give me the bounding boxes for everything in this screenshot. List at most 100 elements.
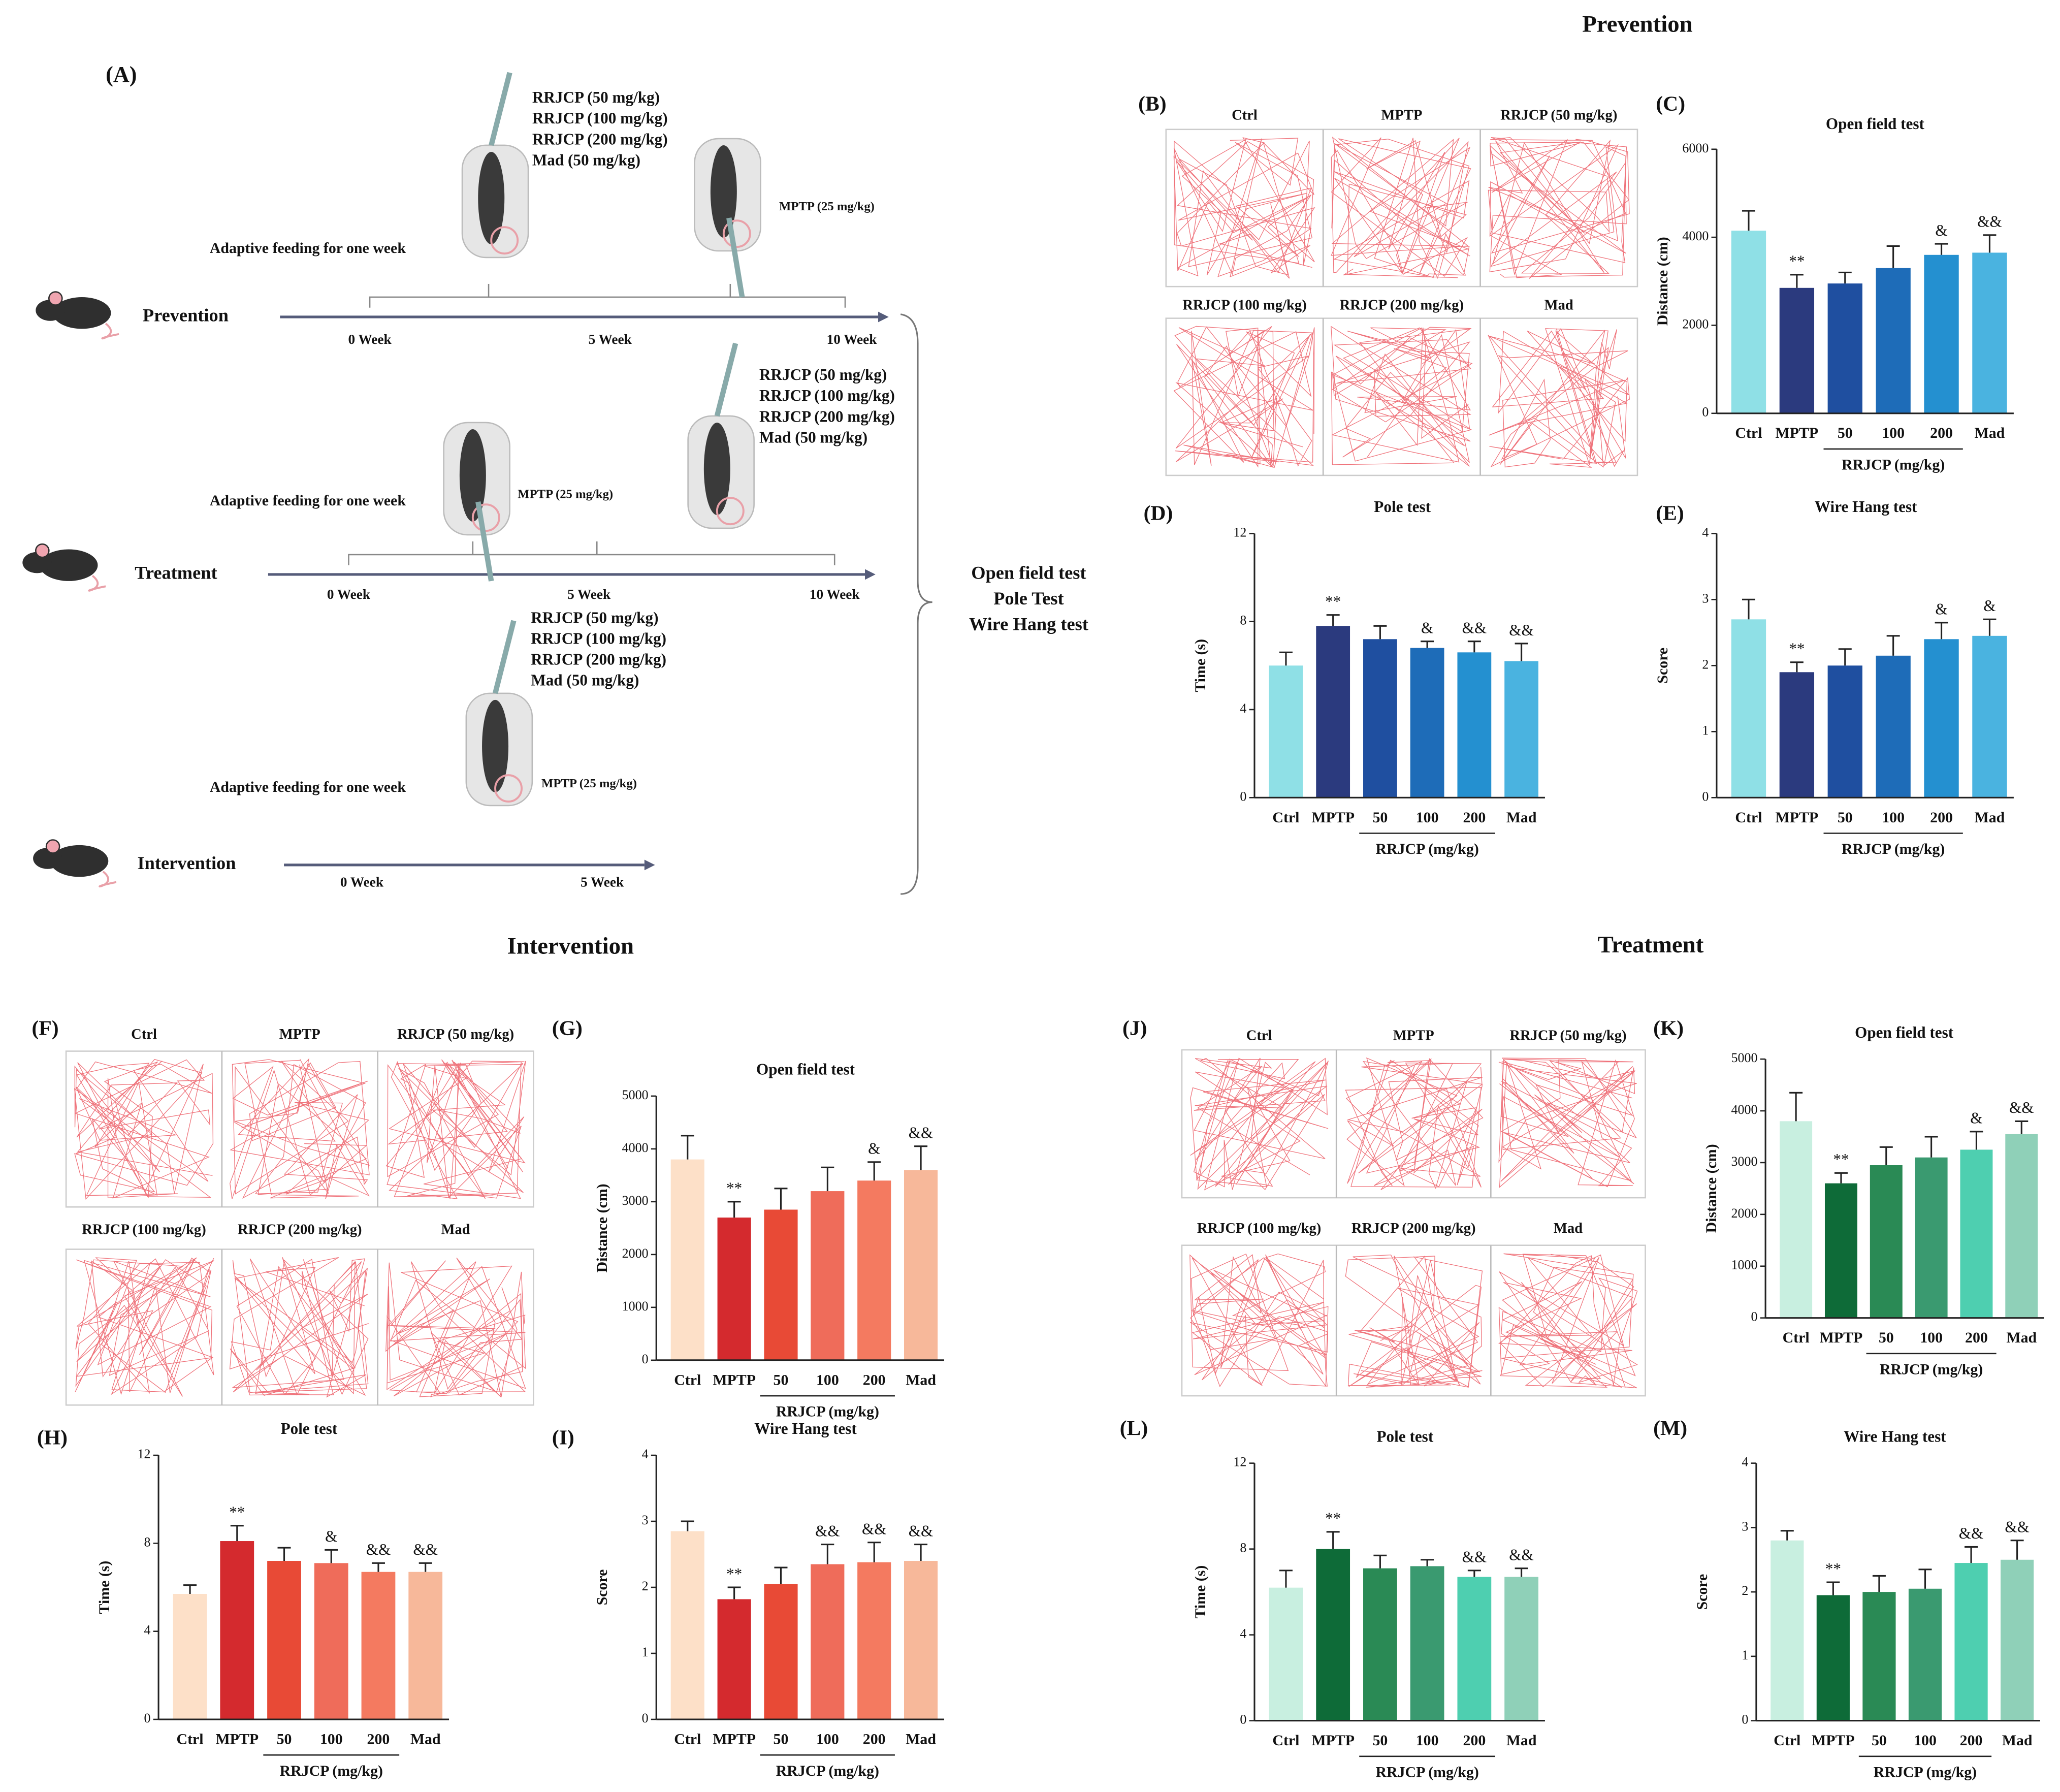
y-tick-label: 12 bbox=[1233, 525, 1246, 539]
y-tick-label: 1000 bbox=[1731, 1258, 1758, 1272]
significance: & bbox=[1935, 600, 1947, 618]
x-tick-label: 50 bbox=[1838, 425, 1853, 441]
x-tick-label: 200 bbox=[1463, 809, 1486, 826]
trace-path bbox=[230, 1058, 370, 1199]
mouse-ear bbox=[35, 543, 50, 558]
bar bbox=[173, 1594, 207, 1720]
x-tick-label: 200 bbox=[1965, 1329, 1988, 1346]
week-label: 5 Week bbox=[589, 332, 632, 347]
x-tick-label: 100 bbox=[1920, 1329, 1943, 1346]
week-label: 0 Week bbox=[348, 332, 392, 347]
trace-path bbox=[75, 1257, 214, 1397]
bar bbox=[1870, 1165, 1903, 1318]
y-tick-label: 4000 bbox=[1731, 1102, 1758, 1117]
group-label: RRJCP (mg/kg) bbox=[776, 1763, 879, 1779]
section-title: Treatment bbox=[1598, 932, 1704, 958]
x-tick-label: 50 bbox=[1372, 1732, 1388, 1749]
y-tick-label: 8 bbox=[1240, 613, 1246, 628]
panel-letter: (M) bbox=[1653, 1416, 1687, 1440]
significance: && bbox=[909, 1522, 934, 1540]
x-tick-label: Ctrl bbox=[177, 1731, 204, 1747]
significance: && bbox=[815, 1522, 840, 1540]
x-tick-label: 200 bbox=[1930, 425, 1953, 441]
y-axis-label: Distance (cm) bbox=[1703, 1144, 1720, 1233]
x-tick-label: 50 bbox=[774, 1731, 789, 1747]
y-tick-label: 8 bbox=[144, 1534, 150, 1549]
panel-letter: (K) bbox=[1653, 1016, 1684, 1040]
group-label: RRJCP (mg/kg) bbox=[1375, 1764, 1478, 1780]
syringe bbox=[475, 501, 494, 582]
held-mouse bbox=[482, 699, 509, 792]
y-tick-label: 1000 bbox=[622, 1299, 649, 1314]
significance: && bbox=[2009, 1099, 2034, 1116]
significance: ** bbox=[726, 1565, 742, 1583]
section-title: Prevention bbox=[1582, 11, 1692, 38]
trace-label: MPTP bbox=[279, 1027, 320, 1042]
significance: && bbox=[909, 1124, 934, 1141]
x-tick-label: 100 bbox=[1882, 809, 1905, 826]
group-label: RRJCP (mg/kg) bbox=[1880, 1361, 1983, 1378]
significance: ** bbox=[1789, 252, 1805, 270]
bar bbox=[1960, 1149, 1993, 1318]
significance: & bbox=[868, 1140, 880, 1158]
x-tick-label: MPTP bbox=[713, 1371, 756, 1388]
y-tick-label: 1 bbox=[1702, 723, 1709, 738]
x-tick-label: 50 bbox=[1872, 1732, 1887, 1749]
bar bbox=[1504, 1577, 1538, 1721]
bar bbox=[857, 1562, 891, 1720]
trace-path bbox=[74, 1059, 214, 1200]
week-label: 10 Week bbox=[810, 587, 860, 602]
dose-label: RRJCP (50 mg/kg) bbox=[531, 609, 658, 626]
y-tick-label: 0 bbox=[1240, 1712, 1246, 1727]
y-tick-label: 0 bbox=[642, 1711, 649, 1725]
bar bbox=[857, 1180, 891, 1360]
x-tick-label: Mad bbox=[410, 1731, 441, 1747]
x-tick-label: MPTP bbox=[713, 1731, 756, 1747]
bar bbox=[408, 1572, 443, 1720]
trace-path bbox=[1488, 137, 1630, 279]
trace-label: RRJCP (200 mg/kg) bbox=[1351, 1221, 1476, 1236]
y-axis-label: Time (s) bbox=[1192, 639, 1209, 692]
y-tick-label: 4000 bbox=[1682, 229, 1709, 243]
week-label: 5 Week bbox=[567, 587, 611, 602]
y-tick-label: 3000 bbox=[1731, 1154, 1758, 1169]
trace-label: Mad bbox=[1554, 1221, 1583, 1236]
bar bbox=[1972, 635, 2007, 798]
y-tick-label: 12 bbox=[138, 1447, 151, 1461]
dose-label: RRJCP (200 mg/kg) bbox=[759, 407, 895, 425]
significance: && bbox=[1959, 1524, 1984, 1542]
adaptive-label: Adaptive feeding for one week bbox=[210, 240, 406, 257]
mouse-body bbox=[53, 297, 111, 329]
adaptive-label: Adaptive feeding for one week bbox=[210, 492, 406, 509]
bar bbox=[1316, 1549, 1350, 1721]
bar bbox=[1269, 665, 1303, 798]
x-tick-label: Mad bbox=[1506, 1732, 1537, 1749]
held-mouse-tail bbox=[471, 503, 500, 532]
x-tick-label: MPTP bbox=[1776, 809, 1819, 826]
mptp-label: MPTP (25 mg/kg) bbox=[518, 488, 613, 501]
x-tick-label: Ctrl bbox=[1735, 809, 1762, 826]
trace-path bbox=[385, 1257, 526, 1397]
x-tick-label: 50 bbox=[774, 1371, 789, 1388]
significance: & bbox=[1935, 221, 1947, 239]
trace-label: Mad bbox=[441, 1222, 470, 1238]
x-tick-label: 50 bbox=[1372, 809, 1388, 826]
group-name: Intervention bbox=[137, 853, 236, 873]
section-title: Intervention bbox=[507, 933, 634, 959]
bar bbox=[1972, 252, 2007, 413]
trace-label: RRJCP (100 mg/kg) bbox=[82, 1222, 206, 1238]
y-tick-label: 4000 bbox=[622, 1140, 649, 1155]
trace-label: RRJCP (100 mg/kg) bbox=[1182, 298, 1307, 313]
mouse-ear bbox=[45, 839, 60, 854]
y-tick-label: 0 bbox=[1742, 1712, 1748, 1727]
chart-title: Wire Hang test bbox=[754, 1420, 857, 1437]
x-tick-label: Ctrl bbox=[1735, 425, 1762, 441]
trace-label: RRJCP (50 mg/kg) bbox=[397, 1027, 514, 1042]
bar bbox=[1824, 1183, 1857, 1318]
x-tick-label: 100 bbox=[320, 1731, 343, 1747]
y-tick-label: 1 bbox=[1742, 1648, 1748, 1662]
trace-label: Mad bbox=[1544, 298, 1573, 313]
trace-path bbox=[1331, 136, 1471, 279]
trace-frame bbox=[1181, 1244, 1646, 1397]
